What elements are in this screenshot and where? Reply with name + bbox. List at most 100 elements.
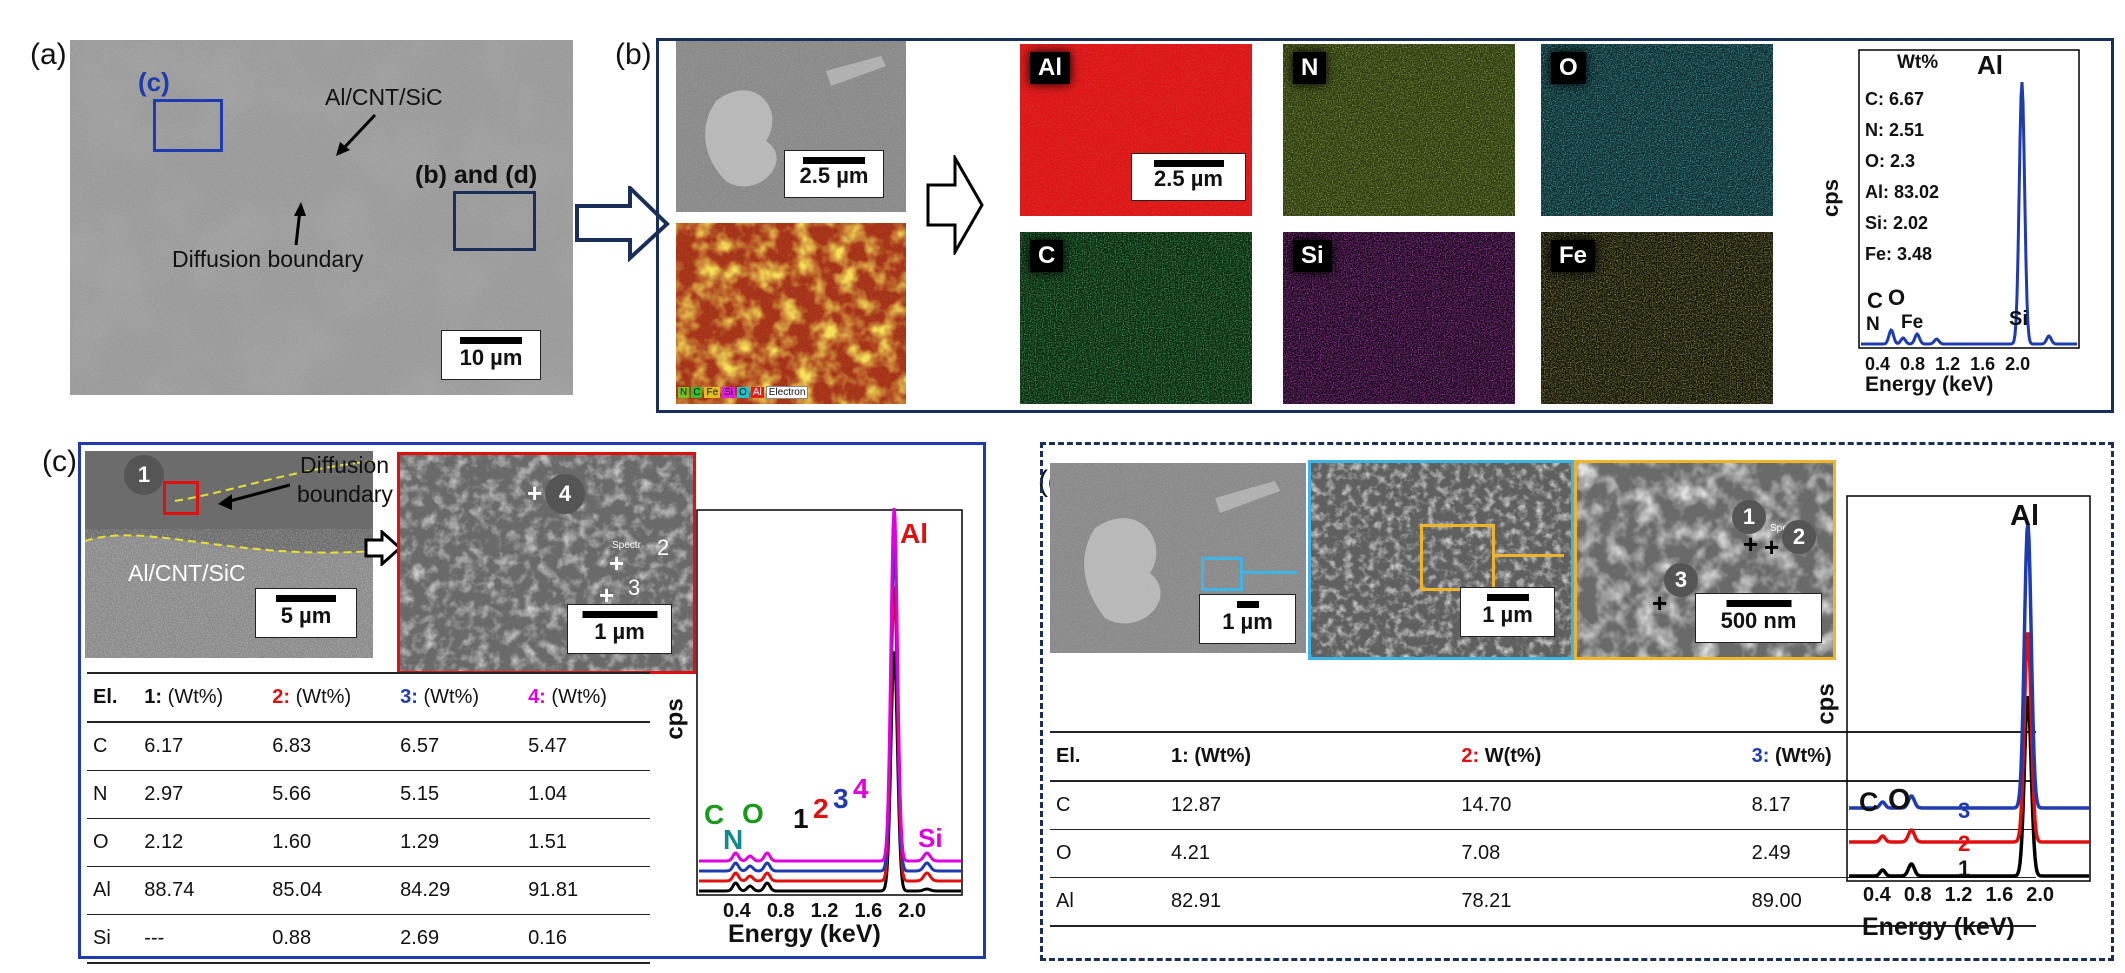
panel-c-spectrum-tag: Spectr (612, 540, 641, 551)
panel-d-blue-box (1201, 557, 1243, 591)
map-label: Al (1030, 52, 1070, 84)
panel-d-scalebar-3: 500 nm (1695, 593, 1822, 643)
wt-c: C: 6.67 (1865, 89, 1925, 109)
table-cell: 6.83 (266, 721, 395, 771)
spectrum-c-series-3: 3 (833, 783, 849, 814)
xtick: 2.0 (2026, 884, 2055, 906)
panel-d-point-1: 1 (1732, 500, 1766, 534)
table-header: 2: (Wt%) (266, 672, 395, 723)
panel-b-frame (656, 38, 2114, 413)
table-cell: 8.17 (1745, 780, 2036, 830)
table-row: C 12.87 14.70 8.17 (1050, 780, 2036, 830)
table-header-row: El. 1: (Wt%) 2: (Wt%) 3: (Wt%) 4: (Wt%) (87, 672, 650, 723)
spectrum-frame (1858, 49, 2080, 349)
panel-a-label-matrix: Al/CNT/SiC (325, 84, 443, 110)
xtick: 1.6 (1970, 354, 1996, 374)
legend-fe: Fe (704, 387, 721, 398)
panel-b-layered-map (676, 223, 906, 404)
spectrum-d-xlabel: Energy (keV) (1862, 913, 2015, 941)
panel-c-cross-4: + (527, 478, 543, 508)
panel-a-letter: (a) (30, 38, 67, 71)
table-row: N 2.97 5.66 5.15 1.04 (87, 770, 650, 819)
table-header: 3: (Wt%) (394, 672, 523, 723)
table-header: El. (87, 672, 139, 723)
spectrum-c-ylabel: cps (661, 698, 689, 740)
table-header: 4: (Wt%) (522, 672, 650, 723)
table-cell: 2.69 (394, 914, 523, 964)
arrow-c-icon (364, 530, 403, 566)
table-header: 2: W(t%) (1455, 731, 1746, 782)
map-label: Fe (1551, 240, 1596, 272)
spectrum-b-ylabel: cps (1817, 179, 1843, 217)
spectrum-c-series-line (699, 586, 961, 883)
spectrum-b-peak-al: Al (1977, 50, 2003, 80)
xtick: 0.4 (723, 900, 751, 922)
map-label: C (1030, 240, 1064, 272)
spectrum-d-peak-c: C (1859, 787, 1879, 817)
wt-o: O: 2.3 (1865, 151, 1916, 171)
table-cell: 14.70 (1455, 780, 1746, 830)
panel-a-label-bd: (b) and (d) (415, 161, 538, 189)
spectrum-frame (1846, 495, 2091, 882)
table-cell: Al (87, 866, 139, 915)
spectrum-c-series-line (699, 506, 961, 863)
panel-d-table: El. 1: (Wt%) 2: W(t%) 3: (Wt%) C 12.87 14.… (1050, 731, 2036, 927)
panel-c-left-scalebar: 5 µm (255, 588, 357, 638)
xtick: 0.8 (1903, 884, 1932, 906)
panel-d-orange-box (1420, 524, 1495, 591)
spectrum-c-peak-o: O (742, 798, 764, 829)
table-cell: 1.29 (394, 818, 523, 867)
panel-c-point-1: 1 (124, 455, 164, 495)
panel-d-orange-arrow (1492, 554, 1564, 557)
table-cell: 78.21 (1455, 877, 1746, 927)
legend-electron: Electron (765, 386, 809, 399)
spectrum-c-peak-si: Si (918, 823, 943, 853)
panel-c-letter: (c) (42, 445, 77, 478)
table-cell: 84.29 (394, 866, 523, 915)
arrow-head-boundary (294, 202, 306, 216)
panel-a-label-c: (c) (138, 67, 170, 97)
panel-a-arrows (294, 113, 377, 246)
legend-si: Si (722, 387, 736, 398)
legend-n: N (678, 387, 690, 398)
o-map-icon: O (1541, 44, 1773, 216)
table-cell: C (87, 721, 139, 771)
xtick: 2.0 (2005, 354, 2031, 374)
spectrum-d-peak-al: Al (2010, 500, 2039, 532)
spectrum-b-peak-o: O (1888, 285, 1906, 310)
spectrum-b-xticks: 0.4 0.8 1.2 1.6 2.0 (1865, 354, 2030, 375)
spectrum-b-peak-c: C (1867, 288, 1883, 313)
spectrum-d-ylabel: cps (1812, 683, 1840, 725)
panel-a-box-c (153, 99, 223, 152)
arrow-head-matrix (336, 142, 350, 156)
spectrum-frame (696, 509, 963, 896)
table-header-row: El. 1: (Wt%) 2: W(t%) 3: (Wt%) (1050, 731, 2036, 782)
wt-al: Al: 83.02 (1865, 182, 1940, 202)
panel-a-label-boundary: Diffusion boundary (172, 246, 364, 272)
panel-d-blue-arrow (1240, 571, 1297, 574)
spectrum-b-wt-list: C: 6.67 N: 2.51 O: 2.3 Al: 83.02 Si: 2.0… (1865, 84, 1939, 270)
table-cell: 6.57 (394, 721, 523, 771)
xtick: 1.6 (1985, 884, 2014, 906)
spectrum-d-series-2: 2 (1958, 831, 1971, 856)
panel-b-layered-legend: N C Fe Si O Al Electron (678, 386, 809, 399)
arrow-in-b-icon (926, 155, 984, 255)
arrow-to-matrix (340, 113, 377, 152)
panel-c-label-boundary-1: Diffusion (300, 452, 390, 478)
table-cell: 0.16 (522, 914, 650, 964)
spectrum-c-peak-al: Al (900, 518, 928, 549)
table-cell: 88.74 (138, 866, 267, 915)
legend-c: C (691, 387, 703, 398)
spectrum-c-series-line (699, 651, 961, 893)
panel-a-sem-image (70, 40, 573, 395)
xtick: 0.8 (766, 900, 795, 922)
panel-a-scalebar: 10 µm (441, 330, 541, 380)
map-label: N (1293, 52, 1327, 84)
panel-a-box-bd (453, 191, 536, 251)
panel-d-scalebar-1: 1 µm (1199, 594, 1296, 644)
table-cell: 1.60 (266, 818, 395, 867)
table-cell: Al (1050, 877, 1166, 927)
panel-c-red-box (163, 481, 199, 515)
panel-c-point-4: 4 (545, 474, 585, 514)
xtick: 1.6 (854, 900, 883, 922)
